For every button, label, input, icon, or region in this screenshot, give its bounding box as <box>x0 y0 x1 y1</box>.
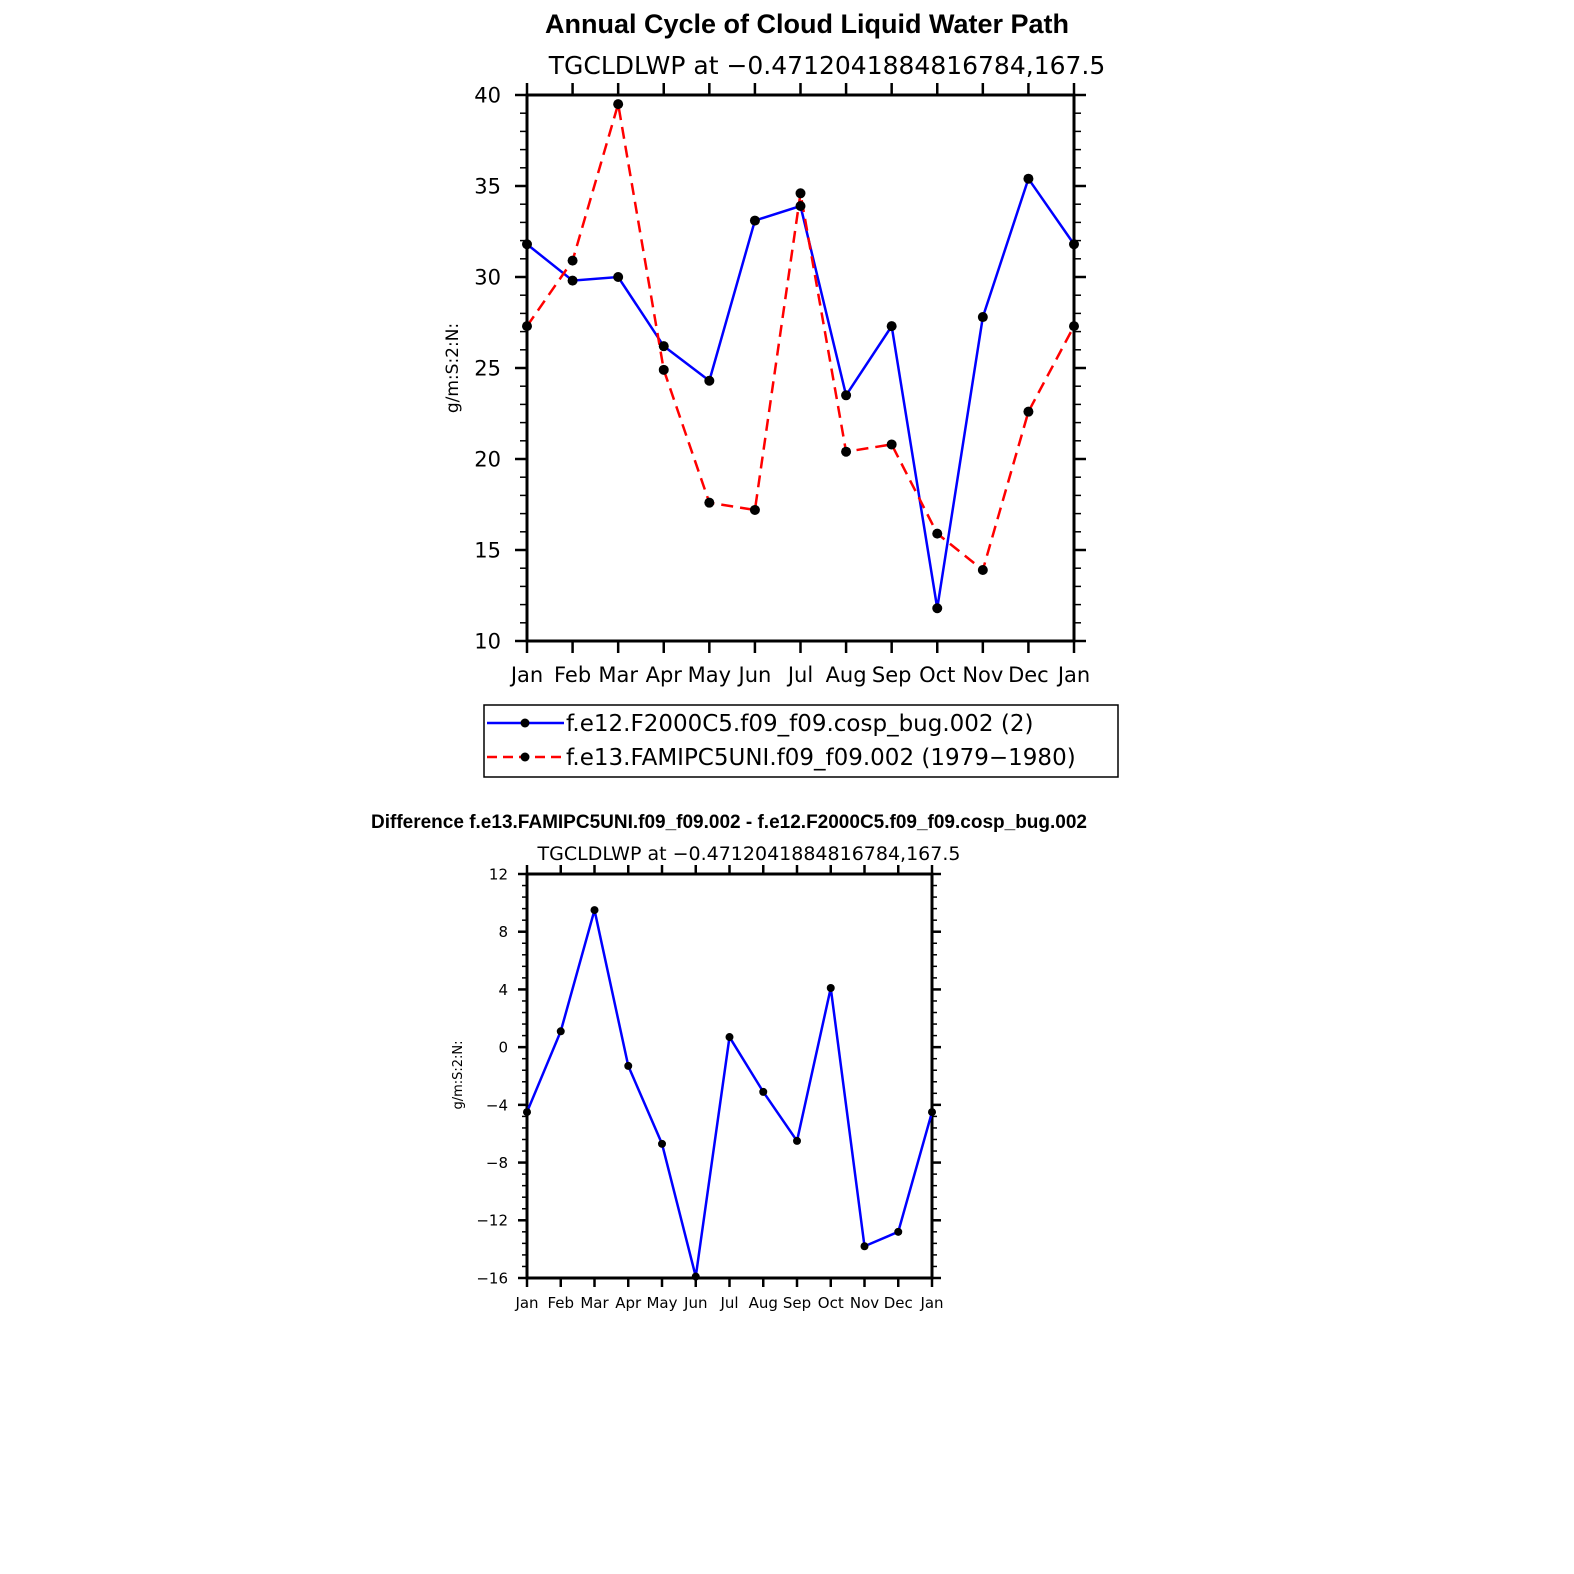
y-tick-label: 15 <box>474 539 501 563</box>
series-1-point <box>886 321 897 332</box>
plot-frame <box>525 93 1076 643</box>
series-1-point <box>704 375 715 386</box>
series-2-point <box>932 528 943 539</box>
chart2-title: Difference f.e13.FAMIPC5UNI.f09_f09.002 … <box>371 812 1087 833</box>
series-line-1 <box>525 909 934 1277</box>
series-1-point <box>691 1272 700 1281</box>
series-line-1 <box>526 175 1076 609</box>
y-tick-label: 35 <box>474 175 501 199</box>
chart1-plot-area: Jan Feb Mar Apr May Jun Jul Aug Sep Oct Nov Dec Jan 1… <box>474 83 1090 687</box>
series-2-point <box>749 504 760 515</box>
legend-label-series2: f.e13.FAMIPC5UNI.f09_f09.002 (1979−1980) <box>566 745 1076 771</box>
x-tick-label: Aug <box>749 1294 778 1312</box>
x-tick-label: Oct <box>919 663 955 687</box>
series-line-2 <box>525 103 1076 573</box>
x-tick-label: Mar <box>580 1294 609 1312</box>
series-2-point <box>567 255 578 266</box>
series-2-point <box>1069 321 1079 332</box>
y-tick-label: 8 <box>498 923 508 941</box>
x-tick-label: Jan <box>509 663 543 687</box>
series-2-point <box>704 497 715 508</box>
x-tick-label: Dec <box>1008 663 1049 687</box>
x-tick-label: Apr <box>646 663 683 687</box>
y-tick-label: −8 <box>486 1154 508 1172</box>
y-tick-label: 25 <box>474 357 501 381</box>
x-tick-label: Jul <box>719 1294 738 1312</box>
x-tick-label: Jun <box>737 663 772 687</box>
chart1-subtitle: TGCLDLWP at −0.4712041884816784,167.5 <box>548 51 1106 80</box>
y-tick-label: 4 <box>498 981 508 999</box>
x-tick-label: Jul <box>786 663 813 687</box>
series-2-point <box>841 446 852 457</box>
x-tick-label: Oct <box>818 1294 844 1312</box>
legend-label-series1: f.e12.F2000C5.f09_f09.cosp_bug.002 (2) <box>566 711 1033 737</box>
y-tick-label: 0 <box>498 1039 508 1057</box>
chart1-ylabel: g/m:S:2:N: <box>443 323 463 413</box>
x-tick-label: Jun <box>683 1294 707 1312</box>
y-tick-label: −16 <box>476 1269 508 1287</box>
chart2-plot-area: Jan Feb Mar Apr May Jun Jul Aug Sep Oct Nov Dec Jan−… <box>476 865 944 1312</box>
series-1-point <box>841 390 852 401</box>
series-2-point <box>1023 406 1034 417</box>
series-1-point <box>522 239 532 250</box>
y-tick-label: 20 <box>474 448 501 472</box>
series-2-point <box>613 99 624 110</box>
series-2-point <box>522 321 532 332</box>
x-tick-label: Dec <box>884 1294 913 1312</box>
chart1-legend: f.e12.F2000C5.f09_f09.cosp_bug.002 (2) f… <box>483 704 1119 778</box>
series-1-point <box>928 1108 936 1117</box>
legend-marker-series1 <box>520 718 530 728</box>
series-1-point <box>725 1033 734 1042</box>
y-tick-label: −4 <box>486 1096 508 1114</box>
y-tick-label: 40 <box>474 84 501 108</box>
series-2-point <box>795 188 806 199</box>
series-1-point <box>894 1227 903 1236</box>
series-1-point <box>860 1242 869 1251</box>
series-1-point <box>590 906 599 915</box>
series-1-point <box>1069 239 1079 250</box>
series-1-point <box>613 272 624 282</box>
x-tick-label: Apr <box>615 1294 642 1312</box>
x-tick-label: Jan <box>919 1294 943 1312</box>
x-tick-label: Jan <box>1056 663 1090 687</box>
x-tick-label: Feb <box>547 1294 574 1312</box>
series-1-point <box>658 1139 666 1148</box>
series-1-point <box>624 1061 633 1070</box>
series-1-point <box>977 312 988 323</box>
series-1-point <box>658 341 669 352</box>
y-tick-label: 30 <box>474 266 501 290</box>
x-tick-label: May <box>688 663 731 687</box>
chart1-title: Annual Cycle of Cloud Liquid Water Path <box>545 9 1069 39</box>
series-1-point <box>749 215 760 226</box>
series-2-point <box>886 439 897 450</box>
series-1-point <box>523 1108 531 1117</box>
series-2-point <box>977 565 988 576</box>
chart2-subtitle: TGCLDLWP at −0.4712041884816784,167.5 <box>537 843 961 865</box>
x-tick-label: Nov <box>850 1294 879 1312</box>
series-1-point <box>826 983 835 992</box>
y-tick-label: −12 <box>476 1212 508 1230</box>
series-1-point <box>932 603 943 614</box>
series-1-point <box>795 201 806 212</box>
x-tick-label: Jan <box>514 1294 538 1312</box>
series-1-point <box>793 1136 801 1145</box>
x-tick-label: Nov <box>962 663 1003 687</box>
chart2-ylabel: g/m:S:2:N: <box>451 1040 466 1109</box>
series-1-point <box>1023 173 1034 184</box>
x-tick-label: Feb <box>554 663 591 687</box>
x-tick-label: May <box>646 1294 677 1312</box>
legend-box <box>483 704 1119 778</box>
x-tick-label: Aug <box>826 663 867 687</box>
y-tick-label: 12 <box>489 865 508 883</box>
series-1-point <box>759 1087 768 1096</box>
x-tick-label: Mar <box>598 663 638 687</box>
x-tick-label: Sep <box>872 663 912 687</box>
series-2-point <box>658 364 669 375</box>
series-1-point <box>567 275 578 286</box>
x-tick-label: Sep <box>783 1294 811 1312</box>
y-tick-label: 10 <box>474 630 501 654</box>
legend-marker-series2 <box>520 752 530 762</box>
series-1-point <box>556 1027 565 1036</box>
